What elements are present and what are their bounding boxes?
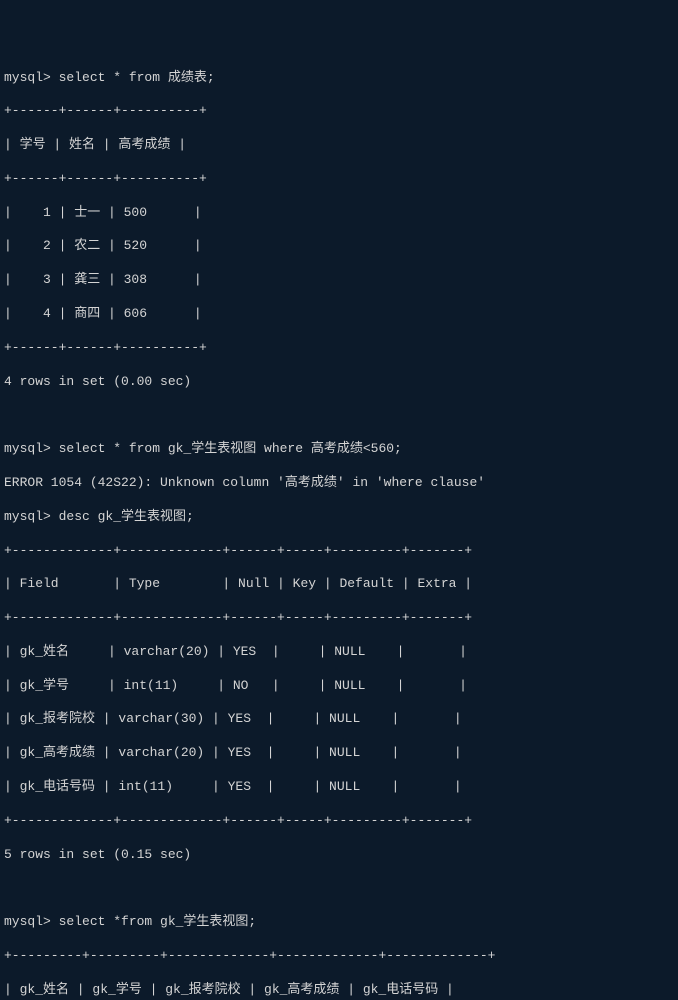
table1-row: | 4 | 商四 | 606 | xyxy=(4,306,674,323)
table2-row: | gk_电话号码 | int(11) | YES | | NULL | | xyxy=(4,779,674,796)
table2-border-top: +-------------+-------------+------+----… xyxy=(4,543,674,560)
table1-border-mid: +------+------+----------+ xyxy=(4,171,674,188)
table1-border-top: +------+------+----------+ xyxy=(4,103,674,120)
table3-border-top: +---------+---------+-------------+-----… xyxy=(4,948,674,965)
table2-row: | gk_姓名 | varchar(20) | YES | | NULL | | xyxy=(4,644,674,661)
prompt: mysql> xyxy=(4,70,59,85)
query3-line: mysql> desc gk_学生表视图; xyxy=(4,509,674,526)
prompt: mysql> xyxy=(4,509,59,524)
prompt: mysql> xyxy=(4,914,59,929)
prompt: mysql> xyxy=(4,441,59,456)
sql-text: select *from gk_学生表视图; xyxy=(59,914,257,929)
table2-row: | gk_报考院校 | varchar(30) | YES | | NULL |… xyxy=(4,711,674,728)
table2-border-bot: +-------------+-------------+------+----… xyxy=(4,813,674,830)
table1-row: | 1 | 士一 | 500 | xyxy=(4,205,674,222)
table2-row: | gk_高考成绩 | varchar(20) | YES | | NULL |… xyxy=(4,745,674,762)
table2-row: | gk_学号 | int(11) | NO | | NULL | | xyxy=(4,678,674,695)
table1-header: | 学号 | 姓名 | 高考成绩 | xyxy=(4,137,674,154)
table1-row: | 2 | 农二 | 520 | xyxy=(4,238,674,255)
query1-line: mysql> select * from 成绩表; xyxy=(4,70,674,87)
error-line: ERROR 1054 (42S22): Unknown column '高考成绩… xyxy=(4,475,674,492)
query4-line: mysql> select *from gk_学生表视图; xyxy=(4,914,674,931)
sql-text: select * from gk_学生表视图 where 高考成绩<560; xyxy=(59,441,402,456)
table1-border-bot: +------+------+----------+ xyxy=(4,340,674,357)
query2-line: mysql> select * from gk_学生表视图 where 高考成绩… xyxy=(4,441,674,458)
table2-footer: 5 rows in set (0.15 sec) xyxy=(4,847,674,864)
sql-text: select * from 成绩表; xyxy=(59,70,215,85)
table2-header: | Field | Type | Null | Key | Default | … xyxy=(4,576,674,593)
table3-header: | gk_姓名 | gk_学号 | gk_报考院校 | gk_高考成绩 | gk… xyxy=(4,982,674,999)
table1-footer: 4 rows in set (0.00 sec) xyxy=(4,374,674,391)
blank-line xyxy=(4,880,674,897)
table2-border-mid: +-------------+-------------+------+----… xyxy=(4,610,674,627)
table1-row: | 3 | 龚三 | 308 | xyxy=(4,272,674,289)
blank-line xyxy=(4,407,674,424)
sql-text: desc gk_学生表视图; xyxy=(59,509,194,524)
